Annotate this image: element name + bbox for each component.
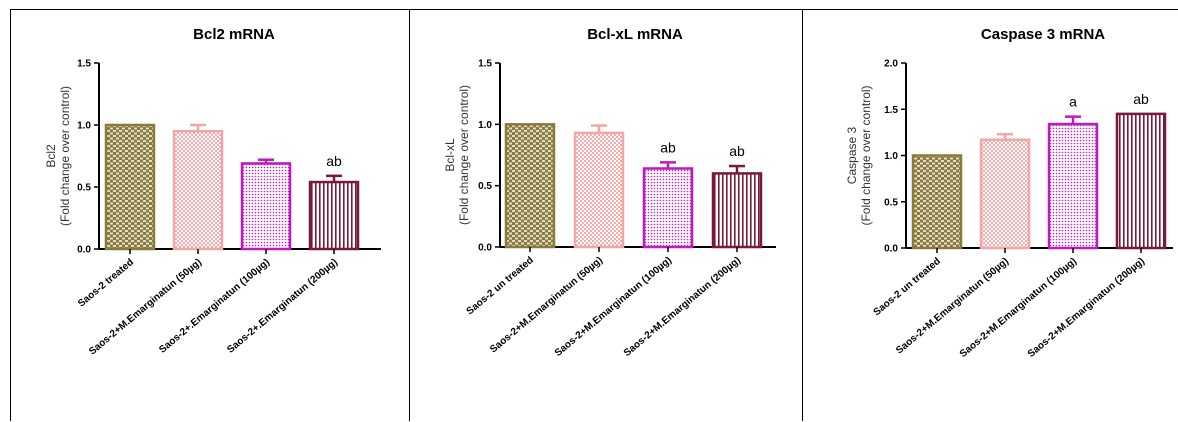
- chart-caspase3: Caspase 3 mRNA Caspase 3 (Fold change over…: [845, 26, 1173, 360]
- y-axis-label-unit: (Fold change over control): [859, 85, 873, 225]
- y-tick-label: 0.5: [884, 197, 898, 208]
- x-category-label: Saos-2+.Emarginatun (200µg): [225, 257, 340, 356]
- chart-bclxl: Bcl-xL mRNA Bcl-xL (Fold change over contr…: [443, 26, 776, 359]
- significance-label: ab: [729, 143, 745, 159]
- y-axis-label-unit: (Fold change over control): [58, 86, 72, 226]
- bar: [1115, 112, 1167, 250]
- x-category-label: Saos-2 un treated: [465, 255, 536, 317]
- y-axis-label: Bcl-xL: [443, 138, 457, 172]
- x-category-label: Saos-2 treated: [76, 257, 136, 310]
- x-category-label: Saos-2+M.Emarginatun (200µg): [622, 255, 743, 359]
- bar: [104, 123, 156, 251]
- y-axis-label-unit: (Fold change over control): [457, 85, 471, 225]
- y-tick-label: 1.0: [77, 121, 91, 132]
- bar: [573, 131, 625, 249]
- significance-label: a: [1069, 94, 1077, 110]
- x-category-label: Saos-2 un treated: [872, 256, 943, 318]
- x-category-label: Saos-2+M.Emarginatun (50µg): [87, 257, 204, 358]
- y-tick-label: 1.5: [77, 59, 91, 70]
- y-tick-label: 1.5: [884, 105, 898, 116]
- chart-bcl2: Bcl2 mRNA Bcl2 (Fold change over control) 0…: [44, 26, 381, 358]
- y-tick-label: 1.5: [478, 59, 492, 70]
- y-tick-label: 0.0: [478, 243, 492, 254]
- y-tick-label: 0.5: [77, 183, 91, 194]
- x-category-label: Saos-2+M.Emarginatun (50µg): [488, 255, 605, 356]
- bar: [308, 180, 360, 251]
- y-tick-label: 0.0: [77, 245, 91, 256]
- y-axis-label: Caspase 3: [845, 126, 859, 184]
- bar: [979, 138, 1031, 250]
- chart-panel-caspase3: Caspase 3 mRNA Caspase 3 (Fold change over…: [802, 9, 1178, 421]
- bar: [240, 162, 292, 251]
- y-tick-label: 0.5: [478, 181, 492, 192]
- bar: [642, 167, 694, 249]
- bar: [711, 172, 763, 249]
- y-tick-label: 0.0: [884, 244, 898, 255]
- significance-label: ab: [660, 139, 676, 155]
- significance-label: ab: [326, 153, 342, 169]
- x-category-label: Saos-2+M.Emarginatun (100µg): [553, 255, 674, 359]
- bar: [172, 129, 224, 251]
- bar: [1047, 122, 1099, 250]
- x-category-label: Saos-2+M.Emarginatun (50µg): [894, 256, 1011, 357]
- chart-panel-bcl2: Bcl2 mRNA Bcl2 (Fold change over control) 0…: [10, 9, 409, 421]
- chart-title: Bcl-xL mRNA: [587, 26, 683, 43]
- bar: [504, 123, 556, 249]
- x-category-label: Saos-2+M.Emarginatun (200µg): [1026, 256, 1147, 360]
- chart-title: Bcl2 mRNA: [193, 26, 275, 43]
- y-tick-label: 2.0: [884, 59, 898, 70]
- x-category-label: Saos-2+M.Emarginatun (100µg): [958, 256, 1079, 360]
- bar: [911, 154, 963, 250]
- significance-label: ab: [1133, 91, 1149, 107]
- chart-panel-bclxl: Bcl-xL mRNA Bcl-xL (Fold change over contr…: [409, 9, 802, 421]
- chart-title: Caspase 3 mRNA: [981, 26, 1105, 43]
- x-category-label: Saos-2+.Emarginatun (100µg): [157, 257, 272, 356]
- y-tick-label: 1.0: [884, 151, 898, 162]
- y-axis-label: Bcl2: [44, 144, 58, 168]
- y-tick-label: 1.0: [478, 120, 492, 131]
